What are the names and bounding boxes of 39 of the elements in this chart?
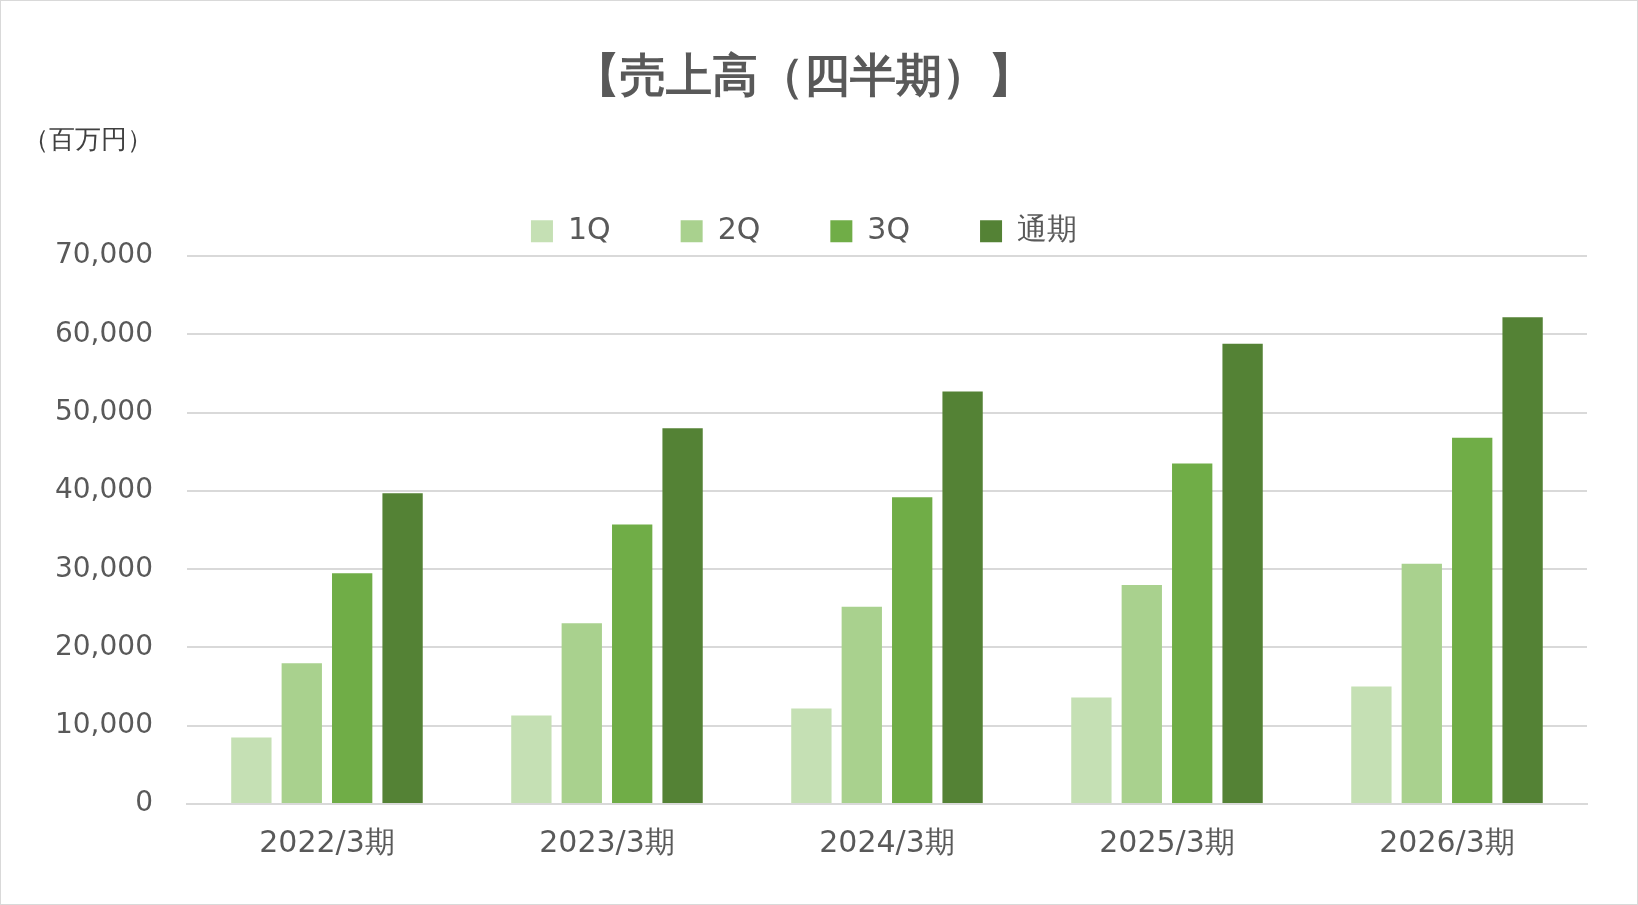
x-tick-label: 2026/3期 (1379, 823, 1515, 859)
chart-title: 【売上高（四半期）】 (574, 47, 1034, 102)
y-tick-label: 50,000 (54, 394, 153, 427)
y-tick-label: 60,000 (54, 315, 153, 349)
bar (1452, 437, 1493, 803)
y-tick-label: 70,000 (54, 237, 153, 271)
x-tick-label: 2022/3期 (259, 823, 395, 859)
bar (892, 497, 933, 803)
bar (231, 737, 272, 803)
bar (1071, 697, 1112, 803)
bar (1351, 686, 1392, 803)
legend-label: 3Q (867, 211, 911, 246)
y-tick-label: 30,000 (54, 550, 153, 584)
bar (1401, 563, 1442, 803)
y-tick-label: 0 (135, 785, 153, 819)
bar (1502, 317, 1543, 803)
bar (561, 623, 602, 803)
x-tick-label: 2025/3期 (1099, 823, 1235, 859)
bar (332, 573, 373, 803)
bar (791, 708, 832, 803)
bar (662, 428, 703, 803)
bar (1172, 463, 1213, 803)
bar (612, 524, 653, 803)
y-tick-label: 20,000 (54, 628, 153, 662)
bar (1222, 343, 1263, 803)
bar (1121, 584, 1162, 803)
legend-label: 1Q (567, 211, 611, 246)
y-tick-label: 40,000 (54, 472, 153, 506)
bar (942, 391, 983, 803)
x-tick-label: 2024/3期 (819, 823, 955, 859)
bar (841, 606, 882, 803)
bar (382, 493, 423, 803)
legend-label: 2Q (717, 211, 761, 246)
y-axis-title: （百万円） (23, 123, 153, 154)
bar (281, 663, 322, 803)
x-tick-label: 2023/3期 (539, 823, 675, 859)
bar (511, 715, 552, 803)
legend-label: 通期 (1017, 211, 1078, 246)
y-tick-label: 10,000 (54, 707, 153, 741)
